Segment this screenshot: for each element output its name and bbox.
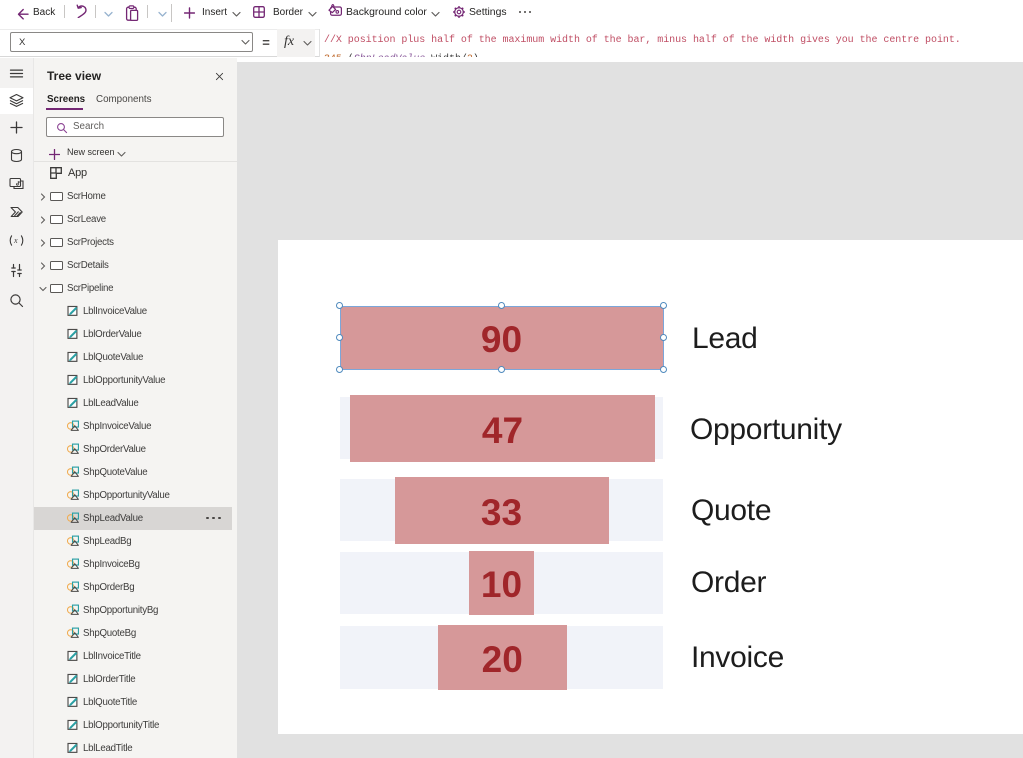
svg-text:x: x (13, 236, 18, 245)
